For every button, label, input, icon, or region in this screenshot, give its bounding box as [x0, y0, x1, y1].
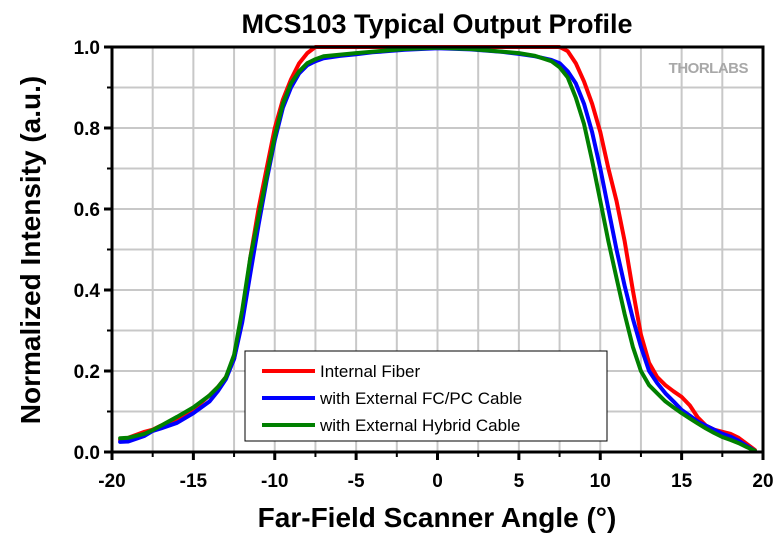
x-tick-label: 0 [432, 471, 443, 492]
y-tick-label: 0.8 [74, 119, 100, 140]
legend-label-1: with External FC/PC Cable [319, 389, 522, 408]
x-tick-label: 5 [514, 471, 525, 492]
legend-label-2: with External Hybrid Cable [319, 416, 520, 435]
y-tick-labels: 0.0 0.2 0.4 0.6 0.8 1.0 [74, 38, 101, 464]
x-tick-label: -5 [348, 471, 365, 492]
series-line-2 [118, 45, 757, 453]
x-tick-label: -10 [261, 471, 288, 492]
thorlabs-watermark-logo: THORLABS [669, 60, 749, 77]
legend: Internal Fiber with External FC/PC Cable w… [244, 350, 608, 442]
x-tick-label: 15 [671, 471, 693, 492]
x-tick-labels: -20 -15 -10 -5 0 5 10 15 20 [98, 471, 773, 492]
y-axis-label: Normalized Intensity (a.u.) [15, 76, 46, 425]
x-tick-label: -20 [98, 471, 125, 492]
y-tick-label: 0.6 [74, 200, 100, 221]
series-layer [118, 45, 757, 453]
x-axis-label: Far-Field Scanner Angle (°) [258, 502, 617, 533]
axes [104, 45, 765, 460]
gridlines [112, 47, 763, 452]
y-tick-label: 0.4 [74, 281, 101, 302]
y-tick-label: 0.2 [74, 362, 100, 383]
x-tick-label: 20 [752, 471, 773, 492]
chart-title: MCS103 Typical Output Profile [241, 9, 632, 39]
x-tick-label: 10 [590, 471, 611, 492]
y-tick-label: 1.0 [74, 38, 100, 59]
legend-label-0: Internal Fiber [320, 362, 420, 381]
y-tick-label: 0.0 [74, 443, 100, 464]
x-tick-label: -15 [180, 471, 208, 492]
